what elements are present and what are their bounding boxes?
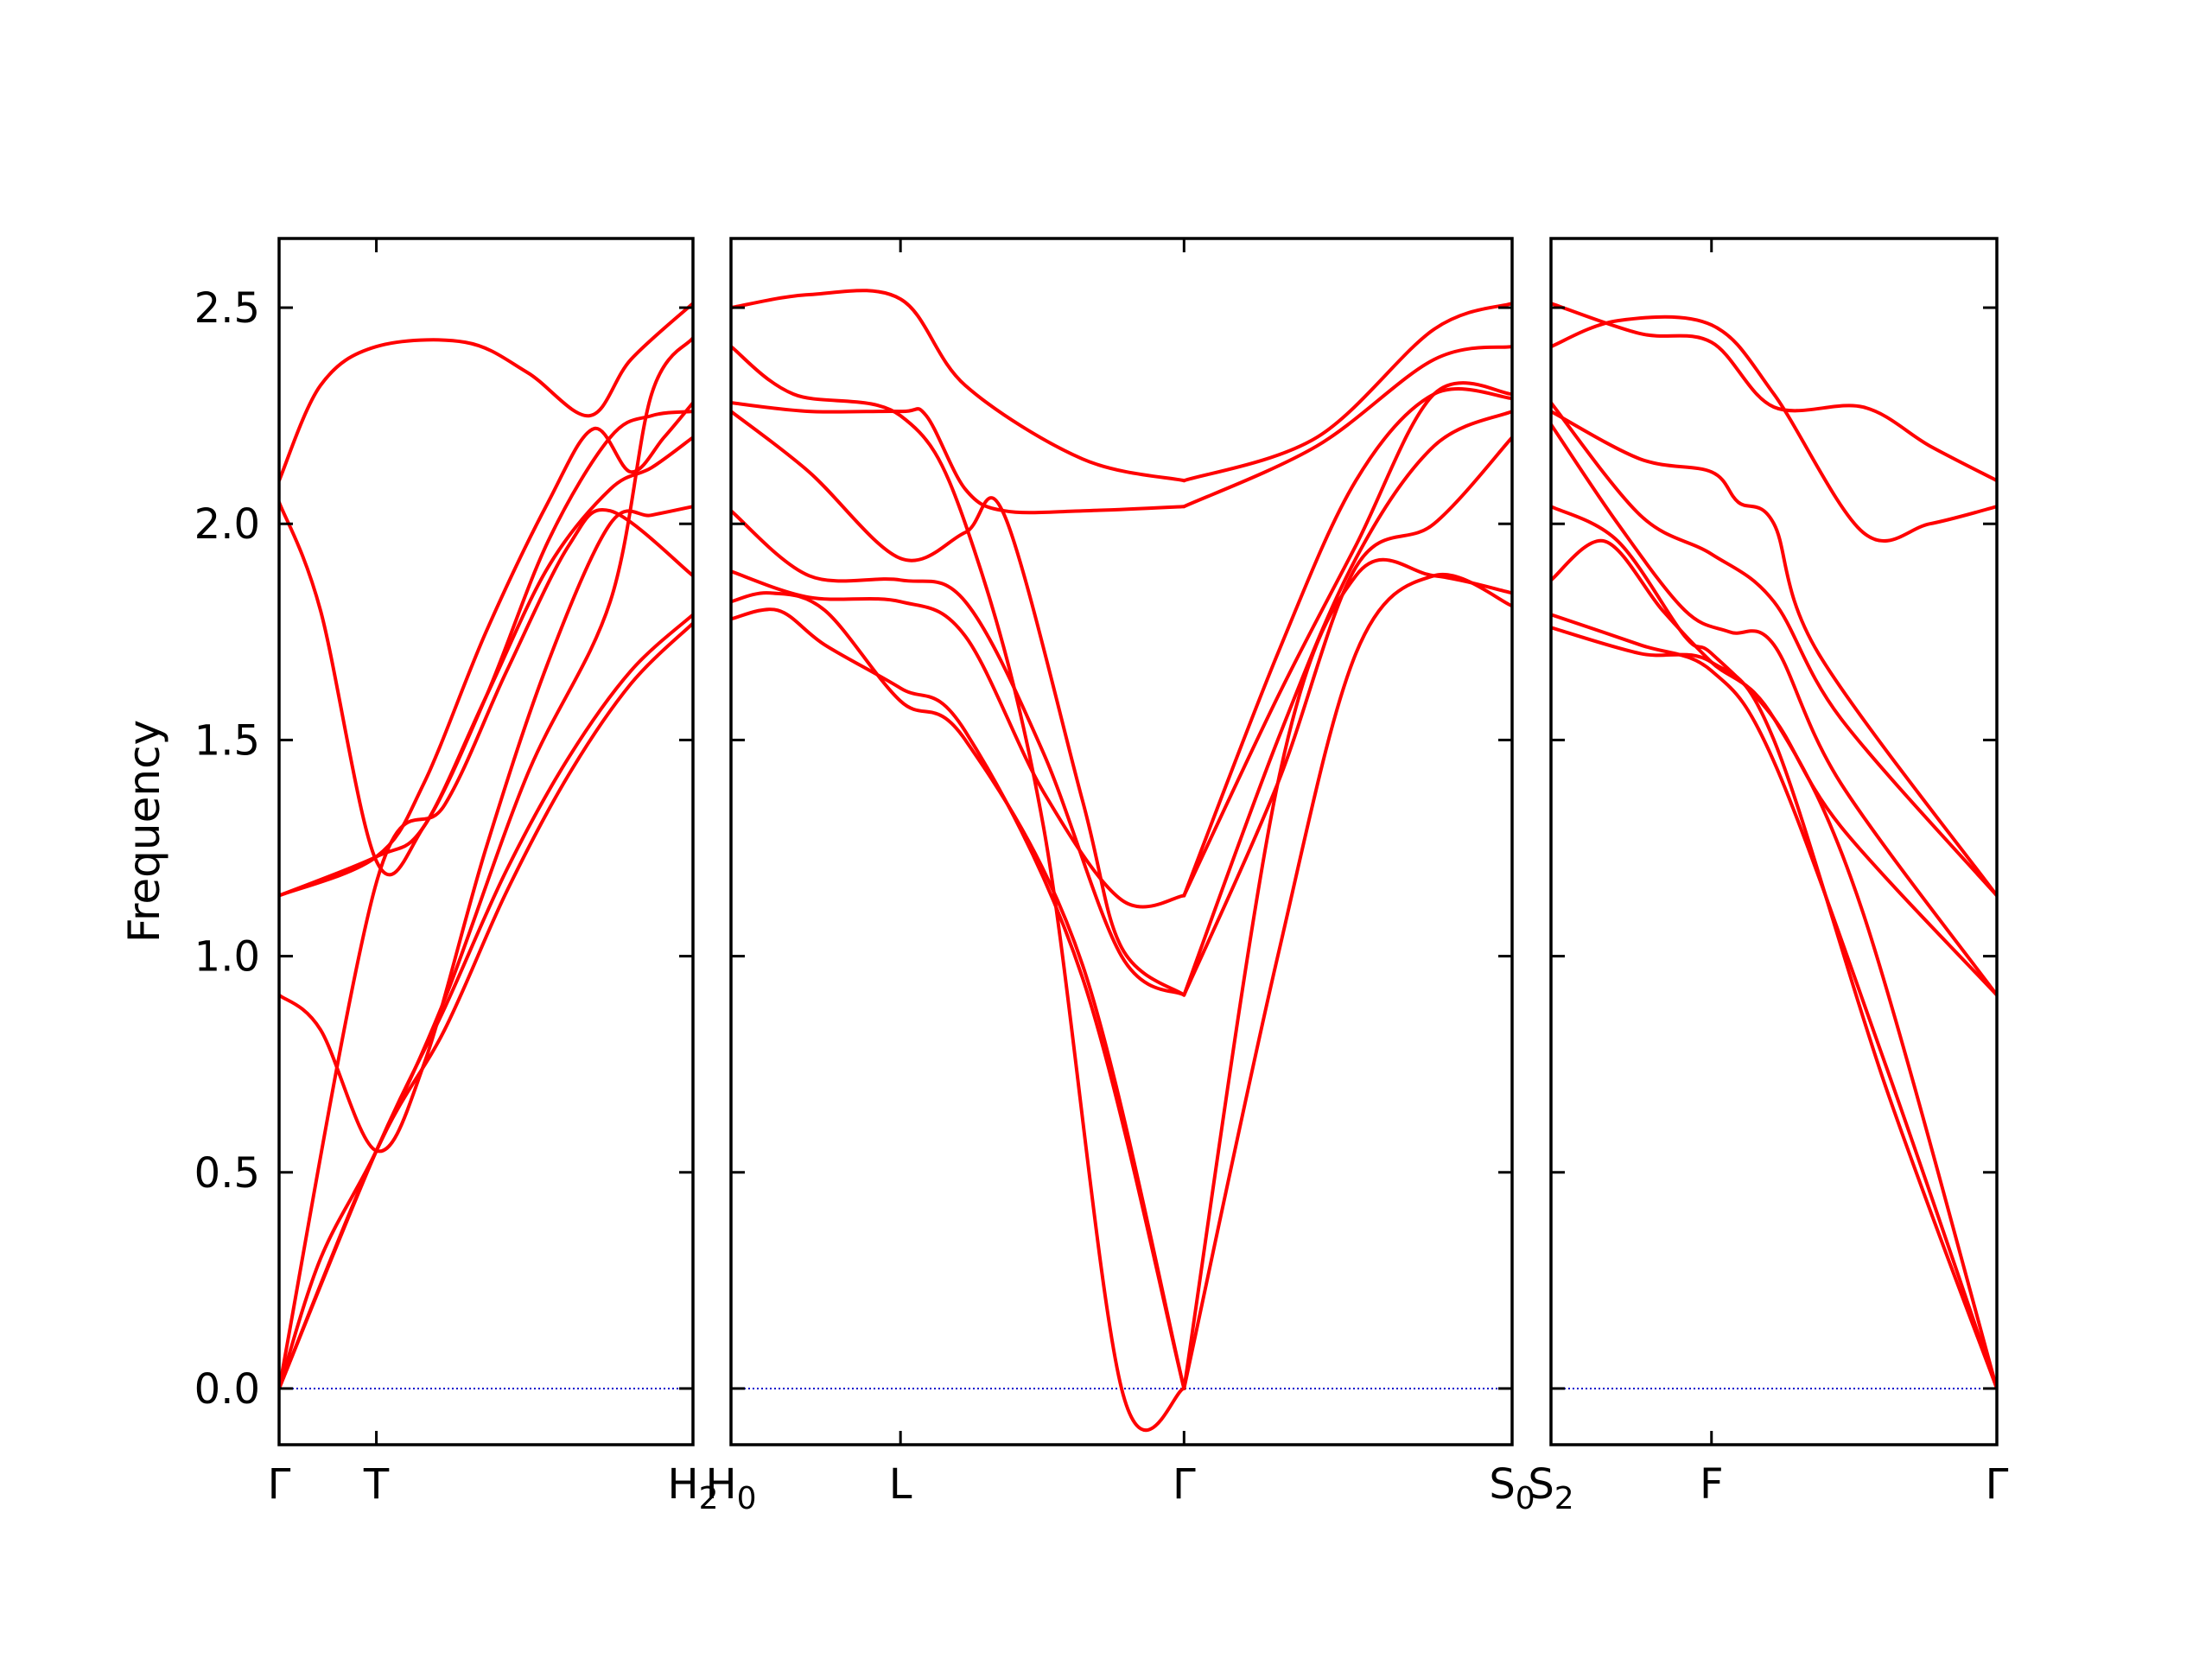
x-tick-label-subscript: 0 xyxy=(737,1481,757,1516)
band-line-6 xyxy=(731,401,1186,515)
band-line-16 xyxy=(1182,302,1512,483)
band-line-7 xyxy=(731,345,1186,1433)
x-tick-label: S0 xyxy=(1489,1460,1535,1516)
band-line-8 xyxy=(731,289,1186,483)
panel-frame xyxy=(729,237,1514,1446)
branches-group xyxy=(1551,302,1997,1390)
y-tick-label: 2.5 xyxy=(194,284,260,333)
band-line-3 xyxy=(731,569,1186,909)
band-line-1 xyxy=(731,607,1186,1390)
band-line-9 xyxy=(1551,302,1997,483)
panel-frame xyxy=(1549,237,1999,1446)
band-line-4 xyxy=(731,509,1186,997)
band-line-15 xyxy=(1182,345,1512,509)
x-tick-label: F xyxy=(1700,1460,1724,1509)
band-line-2 xyxy=(279,613,693,1390)
y-tick-label: 0.0 xyxy=(194,1365,260,1414)
y-tick-label: 0.5 xyxy=(194,1149,260,1198)
band-line-2 xyxy=(1551,613,1997,1390)
x-tick-label: T xyxy=(363,1460,390,1509)
band-line-5 xyxy=(1551,423,1997,997)
x-tick-label: L xyxy=(889,1460,912,1509)
y-tick-label: 2.0 xyxy=(194,500,260,549)
band-line-12 xyxy=(1182,410,1512,997)
panel-3: S2 F Γ xyxy=(1528,237,2009,1516)
panel-1: 0.00.51.01.52.02.5Γ T H2 xyxy=(194,237,719,1516)
panel-2: H0 L Γ S0 xyxy=(706,237,1535,1516)
x-tick-label: Γ xyxy=(268,1460,291,1509)
band-line-8 xyxy=(279,302,693,483)
band-line-4 xyxy=(279,505,693,1154)
band-line-8 xyxy=(1551,315,1997,543)
band-line-9 xyxy=(279,336,693,1390)
y-tick-label: 1.0 xyxy=(194,933,260,982)
band-line-4 xyxy=(1551,505,1997,997)
band-line-5 xyxy=(731,410,1186,997)
band-line-13 xyxy=(1182,381,1512,898)
band-line-7 xyxy=(1551,410,1997,898)
branches-group xyxy=(279,302,693,1390)
y-tick-label: 1.5 xyxy=(194,716,260,765)
x-tick-label-subscript: 2 xyxy=(1554,1481,1574,1516)
branches-group xyxy=(731,289,1512,1433)
x-tick-label-subscript: 0 xyxy=(1516,1481,1535,1516)
x-tick-label: Γ xyxy=(1986,1460,2009,1509)
band-line-10 xyxy=(1182,572,1512,1390)
band-line-1 xyxy=(1551,626,1997,1390)
x-tick-label: Γ xyxy=(1173,1460,1196,1509)
panel-frame xyxy=(277,237,695,1446)
band-line-11 xyxy=(1182,435,1512,997)
band-line-6 xyxy=(1551,401,1997,898)
band-line-7 xyxy=(279,401,693,898)
y-axis-label: Frequency xyxy=(119,720,169,943)
band-line-14 xyxy=(1182,387,1512,898)
x-tick-label-subscript: 2 xyxy=(699,1481,719,1516)
band-line-3 xyxy=(279,508,693,1390)
